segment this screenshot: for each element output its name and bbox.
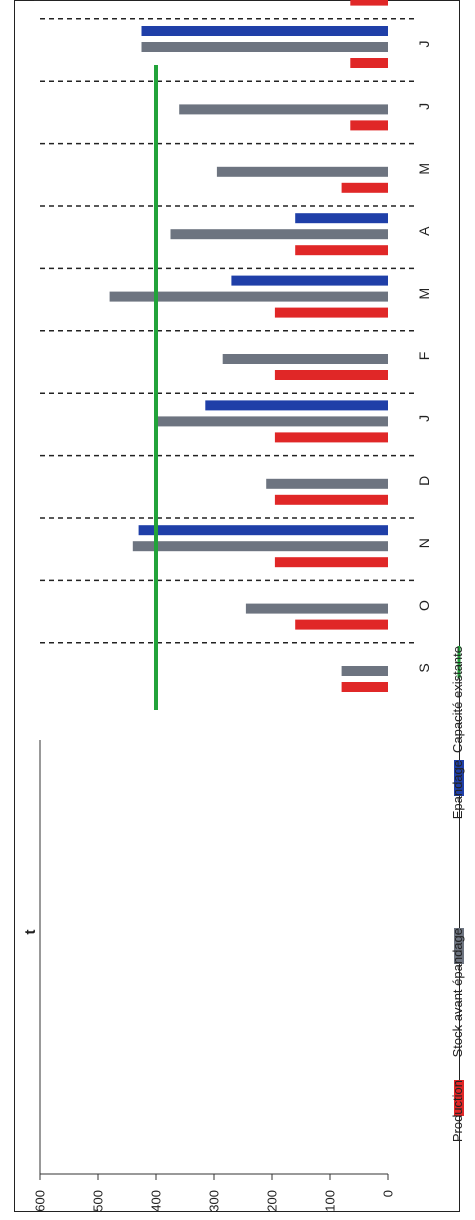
category-labels: SONDJFMAMJJA [416,41,432,673]
category-label: D [416,476,432,486]
value-tick-label: 0 [381,1190,396,1197]
bar-stock-avant-pandage [222,354,388,364]
legend-swatch [454,760,464,796]
category-label: O [416,600,432,611]
bar-production [341,182,388,193]
bar-stock-avant-pandage [156,416,388,427]
bar-epandage [295,213,388,224]
value-tick-label: 200 [265,1190,280,1212]
value-axis: 0 100 200 300 400 500 600 t [22,0,396,1212]
bar-stock-avant-pandage [170,229,388,240]
bar-stock-avant-pandage [141,42,388,52]
bar-production [274,557,388,568]
category-label: M [416,288,432,300]
bar-production [274,307,388,318]
bar-production [274,494,388,505]
bar-production [350,58,388,68]
bar-production [341,682,388,692]
bar-stock-avant-pandage [216,166,388,177]
category-label: M [416,163,432,175]
value-tick-label: 100 [323,1190,338,1212]
value-tick-label: 300 [207,1190,222,1212]
bar-stock-avant-pandage [132,541,388,552]
category-label: N [416,538,432,548]
legend-label: Capacité existante [450,646,465,753]
bar-epandage [205,400,388,411]
bar-stock-avant-pandage [266,478,388,489]
bar-production [274,370,388,380]
bar-production [350,0,388,6]
bars [109,0,388,692]
legend-swatch [454,928,464,964]
bar-epandage [141,26,388,36]
legend-swatch [454,1080,464,1116]
legend-label: Stock avant épandage [450,928,465,1057]
bar-stock-avant-pandage [341,666,388,676]
bar-stock-avant-pandage [245,603,388,614]
bar-epandage [231,275,388,286]
category-label: S [416,663,432,672]
category-label: J [416,415,432,422]
bar-production [295,245,388,256]
bar-stock-avant-pandage [109,291,388,302]
bar-stock-avant-pandage [179,104,388,115]
bar-epandage [138,525,388,536]
category-label: F [416,352,432,361]
value-tick-label: 500 [91,1190,106,1212]
bar-production [274,432,388,443]
bar-production [295,619,388,630]
legend-label: Epandage [450,760,465,819]
value-axis-title: t [22,930,39,935]
bar-production [350,120,388,131]
value-tick-label: 400 [149,1190,164,1212]
category-label: A [416,226,432,236]
value-tick-label: 600 [33,1190,48,1212]
legend-label: Production [450,1080,465,1142]
category-label: J [416,103,432,110]
legend: Production Stock avant épandage Epandage Ca… [450,646,465,1142]
category-label: J [416,41,432,48]
